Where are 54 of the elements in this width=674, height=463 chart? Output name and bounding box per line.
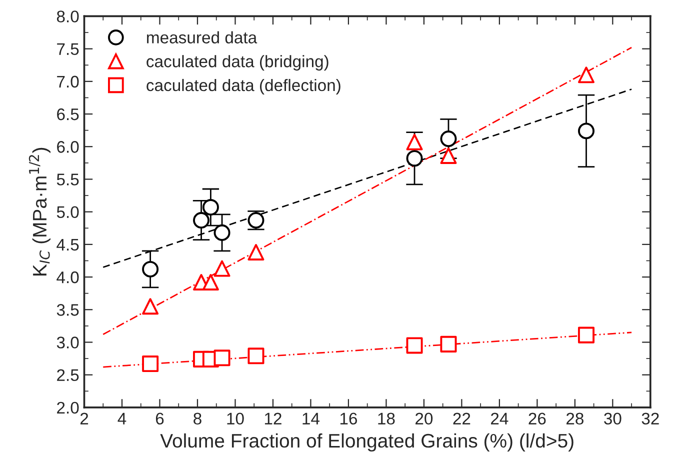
x-tick-label: 2 (80, 412, 88, 424)
x-tick-label: 24 (491, 412, 508, 424)
point (440, 336, 457, 352)
x-tick-label: 20 (416, 412, 433, 425)
y-tick-label: 4.0 (56, 271, 79, 284)
point (214, 350, 230, 366)
y-tick-label: 5.0 (56, 206, 79, 218)
point (142, 298, 159, 315)
y-tick-label: 8.0 (56, 10, 79, 22)
x-tick-label: 26 (528, 412, 546, 425)
y-tick-label: 7.5 (57, 43, 79, 56)
y-tick-label: 2.5 (57, 369, 79, 382)
x-axis-title: Volume Fraction of Elongated Grains (%) (l/d>5) (160, 433, 574, 452)
point (406, 134, 423, 150)
point (248, 348, 264, 364)
y-tick-label: 3.0 (56, 336, 79, 348)
x-tick-label: 18 (378, 412, 395, 425)
y-tick-label: 7.0 (57, 76, 79, 88)
x-tick-label: 10 (227, 412, 244, 425)
y-tick-label: 6.0 (57, 141, 79, 153)
x-tick-label: 32 (642, 412, 659, 425)
x-tick-label: 30 (604, 412, 622, 425)
y-tick-label: 2.0 (57, 402, 79, 414)
point (214, 224, 230, 241)
x-tick-label: 6 (156, 412, 164, 425)
point (406, 337, 423, 354)
point (406, 150, 423, 167)
y-tick-label: 6.5 (57, 108, 79, 120)
x-tick-label: 8 (194, 412, 202, 425)
x-tick-label: 22 (453, 412, 470, 424)
point (142, 260, 159, 278)
point (440, 147, 457, 164)
legend-label: measured data (147, 31, 258, 44)
y-axis-title: K$_{IC}$ (MPa·m$^{1/2}$) (28, 148, 50, 276)
point (142, 355, 159, 372)
x-tick-label: 16 (340, 412, 357, 425)
legend-label: caculated data (bridging) (146, 55, 328, 71)
x-tick-label: 28 (566, 412, 584, 425)
point (578, 326, 595, 344)
x-tick-label: 14 (302, 412, 320, 424)
point (578, 66, 595, 84)
y-tick-label: 5.5 (56, 174, 79, 186)
point (193, 212, 210, 229)
x-tick-label: 12 (264, 412, 282, 424)
point (202, 274, 219, 291)
point (248, 244, 264, 261)
y-tick-label: 3.5 (56, 304, 79, 316)
point (214, 260, 230, 277)
x-tick-label: 4 (118, 412, 126, 424)
point (202, 199, 219, 216)
legend-label: caculated data (deflection) (146, 78, 340, 94)
point (440, 130, 457, 148)
y-tick-label: 4.5 (56, 239, 79, 251)
point (578, 122, 595, 140)
